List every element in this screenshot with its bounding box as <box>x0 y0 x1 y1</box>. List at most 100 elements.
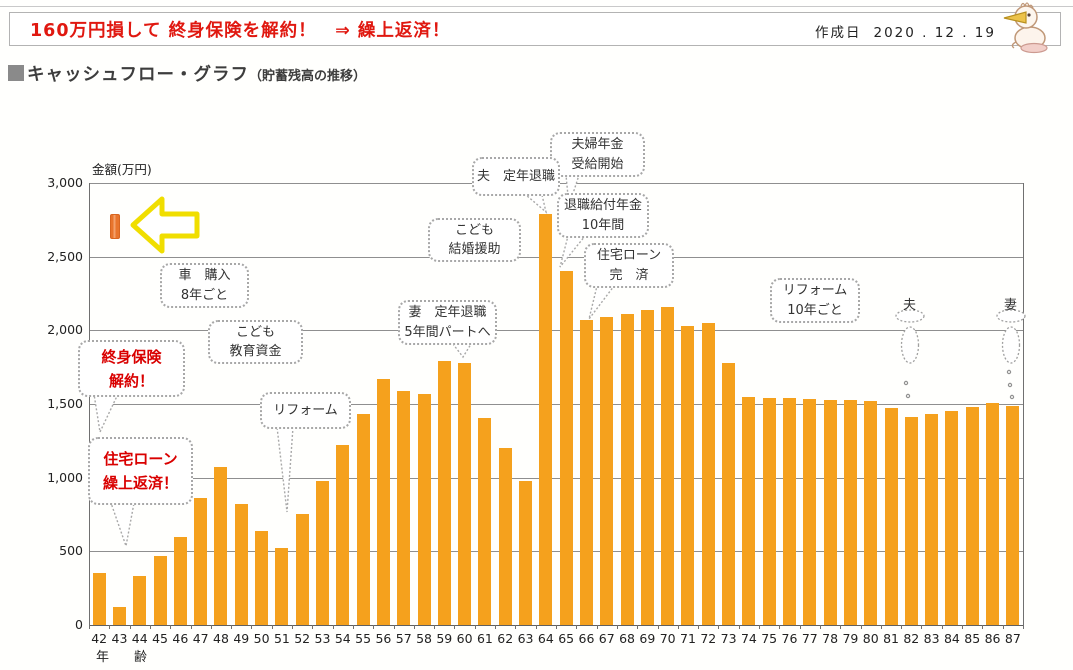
x-tick-label-44: 44 <box>131 631 148 646</box>
bar-age-72 <box>701 322 715 625</box>
bar-age-64 <box>539 213 553 625</box>
bar-age-87 <box>1006 406 1020 625</box>
y-tick-label-2000: 2,000 <box>47 322 83 338</box>
x-tick <box>454 625 456 629</box>
bar-age-85 <box>965 406 979 625</box>
life-marker-dot-otto <box>905 393 911 399</box>
x-tick-label-67: 67 <box>598 631 615 646</box>
annotation-line: 住宅ローン <box>596 248 662 263</box>
annotation-tsuma-teinen-taishoku: 妻 定年退職 5年間パートへ <box>398 300 497 345</box>
x-tick <box>840 625 842 629</box>
x-tick-label-45: 45 <box>152 631 169 646</box>
bar-age-58 <box>417 393 431 625</box>
annotation-line: 受給開始 <box>571 156 624 172</box>
bar-age-61 <box>478 417 492 625</box>
x-tick-label-46: 46 <box>172 631 189 646</box>
bar-age-63 <box>519 480 533 625</box>
top-divider <box>0 6 1073 7</box>
x-tick <box>271 625 273 629</box>
plot-right-border <box>1023 183 1024 625</box>
x-tick-label-62: 62 <box>497 631 514 646</box>
annotation-tail-reform <box>276 426 294 513</box>
x-tick-label-63: 63 <box>517 631 534 646</box>
x-tick <box>576 625 578 629</box>
x-tick <box>109 625 111 629</box>
annotation-tail-jutaku-loan-kansai <box>588 285 616 320</box>
x-tick <box>535 625 537 629</box>
bar-age-77 <box>803 398 817 625</box>
bar-age-46 <box>173 537 187 625</box>
bar-age-70 <box>661 306 675 625</box>
annotation-kodomo-kekkon-enjo: こども 結婚援助 <box>428 218 521 262</box>
bar-age-60 <box>458 362 472 625</box>
x-tick <box>799 625 801 629</box>
annotation-reform-10nen: リフォーム 10年ごと <box>770 278 860 323</box>
x-tick-label-75: 75 <box>761 631 778 646</box>
y-tick-label-1000: 1,000 <box>47 469 83 485</box>
x-tick-label-59: 59 <box>436 631 453 646</box>
annotation-taishoku-kyufu-nenkin: 退職給付年金 10年間 <box>557 193 649 238</box>
bar-age-59 <box>437 361 451 625</box>
annotation-line: 終身保険 <box>101 347 162 366</box>
x-tick-label-84: 84 <box>943 631 960 646</box>
header-banner-box <box>9 12 1061 46</box>
x-tick-label-52: 52 <box>294 631 311 646</box>
annotation-shushin-hoken-kaiyaku: 終身保険解約！ <box>78 340 185 397</box>
bar-age-82 <box>904 417 918 625</box>
life-marker-label-tsuma: 妻 <box>1004 298 1018 313</box>
y-axis-line <box>89 183 90 625</box>
x-tick <box>738 625 740 629</box>
bar-age-48 <box>214 466 228 625</box>
x-tick-label-78: 78 <box>822 631 839 646</box>
annotation-line: 夫 定年退職 <box>476 168 555 184</box>
annotation-line: 妻 定年退職 <box>408 305 487 320</box>
x-tick-label-58: 58 <box>416 631 432 646</box>
x-tick <box>759 625 761 629</box>
gridline-2000 <box>89 330 1023 332</box>
x-tick <box>819 625 821 629</box>
x-tick <box>170 625 172 629</box>
x-tick <box>556 625 557 629</box>
x-tick <box>901 625 903 629</box>
x-tick <box>413 625 415 629</box>
annotation-line: 解約！ <box>108 371 154 390</box>
annotation-line: 10年ごと <box>787 302 843 318</box>
annotation-tail-tsuma-teinen-taishoku <box>451 343 473 359</box>
x-tick-label-83: 83 <box>923 631 940 646</box>
x-tick <box>129 625 131 629</box>
bar-age-54 <box>336 445 350 625</box>
bar-age-84 <box>945 410 959 625</box>
x-tick <box>637 625 639 629</box>
annotation-tail-taishoku-kyufu-nenkin <box>559 235 587 268</box>
x-tick-label-64: 64 <box>537 631 554 646</box>
x-tick-label-72: 72 <box>700 631 717 646</box>
x-tick-label-43: 43 <box>111 631 128 646</box>
bar-age-81 <box>884 408 898 625</box>
annotation-line: 退職給付年金 <box>563 198 642 213</box>
annotation-line: リフォーム <box>273 402 338 418</box>
bar-age-51 <box>275 547 289 625</box>
bar-age-69 <box>640 309 654 625</box>
bar-age-79 <box>843 399 857 625</box>
creation-date-label: 作成日 <box>815 25 862 41</box>
y-axis-title: 金額(万円) <box>92 162 152 177</box>
x-tick <box>210 625 212 629</box>
x-tick <box>89 625 90 629</box>
x-tick-label-60: 60 <box>456 631 473 646</box>
x-tick-label-47: 47 <box>192 631 209 646</box>
annotation-line: 住宅ローン <box>103 450 178 468</box>
x-tick <box>962 625 964 629</box>
x-tick-label-80: 80 <box>862 631 879 646</box>
x-tick <box>779 625 781 629</box>
x-tick-label-70: 70 <box>659 631 676 646</box>
annotation-tail-shushin-hoken-kaiyaku <box>93 393 120 435</box>
bar-age-65 <box>559 271 573 625</box>
annotation-line: 8年ごと <box>180 287 229 303</box>
bar-age-83 <box>925 413 939 625</box>
x-tick <box>677 625 679 629</box>
x-tick-label-82: 82 <box>903 631 920 646</box>
x-tick <box>941 625 943 629</box>
header-banner-text: 160万円損して 終身保険を解約！ ⇒ 繰上返済！ <box>30 21 451 41</box>
life-marker-dot-otto <box>903 380 909 386</box>
